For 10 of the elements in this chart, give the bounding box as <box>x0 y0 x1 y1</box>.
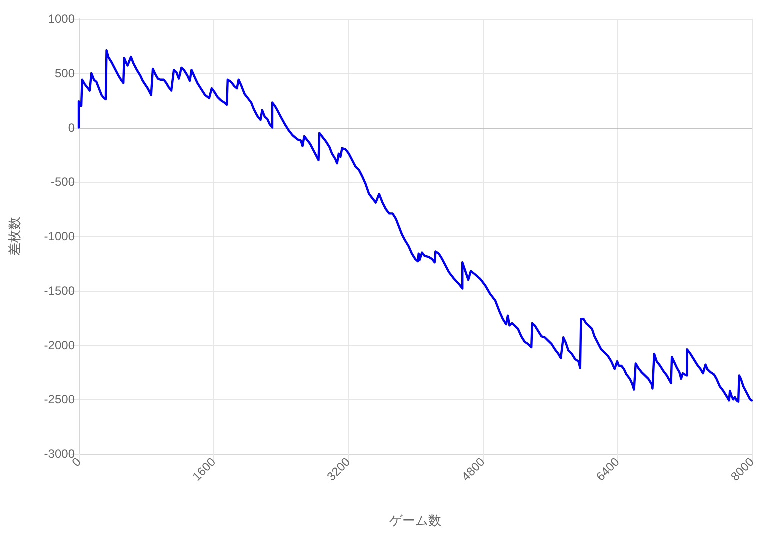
y-tick-label: -2000 <box>44 338 76 352</box>
y-tick-label: 0 <box>68 120 76 135</box>
y-tick-label: 500 <box>54 66 76 80</box>
y-tick-label: -1500 <box>44 284 76 298</box>
y-tick-label: -2500 <box>44 392 76 407</box>
x-axis-title: ゲーム数 <box>390 513 442 528</box>
y-axis-title: 差枚数 <box>7 217 22 256</box>
y-tick-label: 1000 <box>48 12 76 26</box>
y-tick-label: -1000 <box>44 230 76 244</box>
y-tick-label: -500 <box>50 175 76 190</box>
